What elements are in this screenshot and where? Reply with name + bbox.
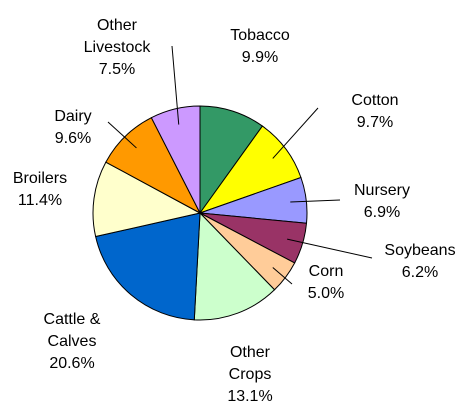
value-label: 6.2% [401,264,439,281]
pie-slice [95,212,201,321]
category-label: Cotton [351,92,399,109]
slice-label: Nursery 6.9% [337,180,427,224]
value-label: 6.9% [363,204,401,221]
slice-label: Soybeans 6.2% [375,240,465,284]
category-label: Other Crops [228,344,272,383]
category-label: Nursery [353,182,410,199]
value-label: 13.1% [227,388,273,405]
value-label: 7.5% [98,61,136,78]
pie-slice [150,105,201,214]
value-label: 9.7% [356,114,394,131]
slice-label: Cotton 9.7% [330,90,420,134]
slice-label: Broilers 11.4% [0,168,80,212]
category-label: Cattle & Calves [43,311,101,350]
value-label: 9.6% [54,130,92,147]
category-label: Corn [308,263,344,280]
category-label: Other Livestock [83,17,151,56]
leader-line [107,121,137,149]
leader-line [287,238,373,259]
value-label: 20.6% [49,355,95,372]
category-label: Soybeans [384,242,456,259]
category-label: Tobacco [230,27,290,44]
slice-label: Tobacco 9.9% [215,25,305,69]
value-label: 11.4% [17,192,63,209]
leader-line [171,45,180,125]
value-label: 5.0% [307,285,345,302]
leader-line [272,107,319,159]
leader-line [290,199,341,203]
category-label: Dairy [54,108,92,125]
leader-line [272,267,293,285]
slice-label: Dairy 9.6% [33,106,113,150]
slice-label: Cattle & Calves 20.6% [35,309,110,375]
slice-label: Corn 5.0% [296,261,356,305]
slice-label: Other Crops 13.1% [220,342,280,408]
value-label: 9.9% [241,49,279,66]
slice-label: Other Livestock 7.5% [72,15,162,81]
pie-slice [92,161,202,238]
pie-slice [193,211,276,321]
category-label: Broilers [12,170,68,187]
